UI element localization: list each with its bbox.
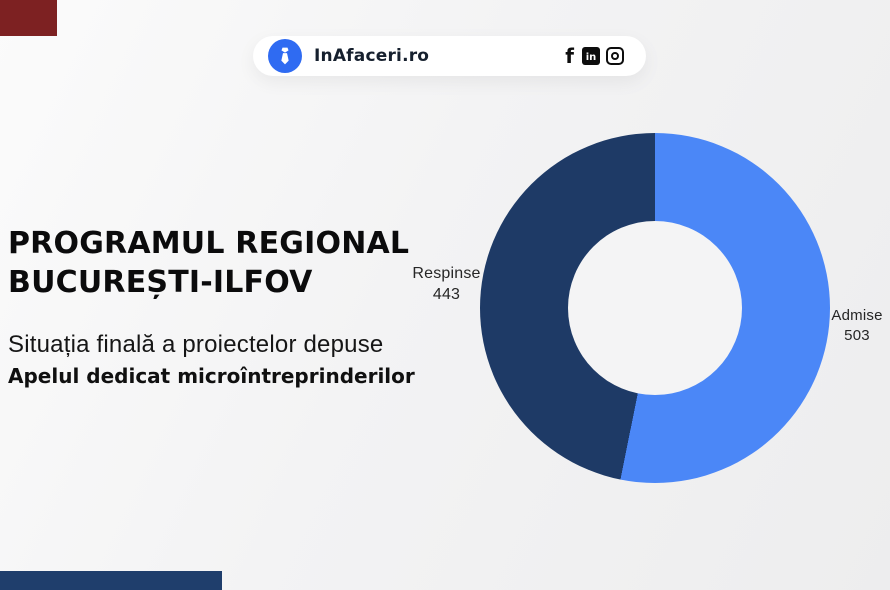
respinse-label: Respinse: [412, 265, 481, 282]
social-icons: f in: [565, 46, 624, 66]
corner-accent-block: [0, 0, 57, 36]
necktie-icon: [281, 47, 289, 65]
page-title-line2: BUCUREȘTI-ILFOV: [8, 265, 313, 300]
linkedin-icon[interactable]: in: [582, 47, 600, 65]
linkedin-label: in: [585, 52, 597, 63]
instagram-icon[interactable]: [606, 47, 624, 65]
page-title-line1: PROGRAMUL REGIONAL: [8, 226, 410, 261]
admise-value: 503: [844, 327, 870, 344]
brand-name: InAfaceri.ro: [314, 46, 430, 66]
admise-label: Admise: [831, 307, 883, 324]
chart-label-admise: Admise 503: [817, 306, 890, 346]
donut-chart: [480, 133, 830, 483]
brand-logo: [268, 39, 302, 73]
subtitle: Situația finală a proiectelor depuse: [8, 331, 384, 358]
chart-label-respinse: Respinse 443: [399, 263, 494, 305]
subtitle-bold: Apelul dedicat microîntreprinderilor: [8, 364, 415, 388]
instagram-lens: [611, 52, 619, 60]
page-title: PROGRAMUL REGIONAL BUCUREȘTI-ILFOV: [8, 224, 409, 302]
bottom-accent-bar: [0, 571, 222, 590]
header-pill: InAfaceri.ro f in: [253, 36, 646, 76]
respinse-value: 443: [432, 286, 461, 303]
facebook-icon[interactable]: f: [565, 44, 574, 68]
donut-hole: [568, 221, 742, 395]
